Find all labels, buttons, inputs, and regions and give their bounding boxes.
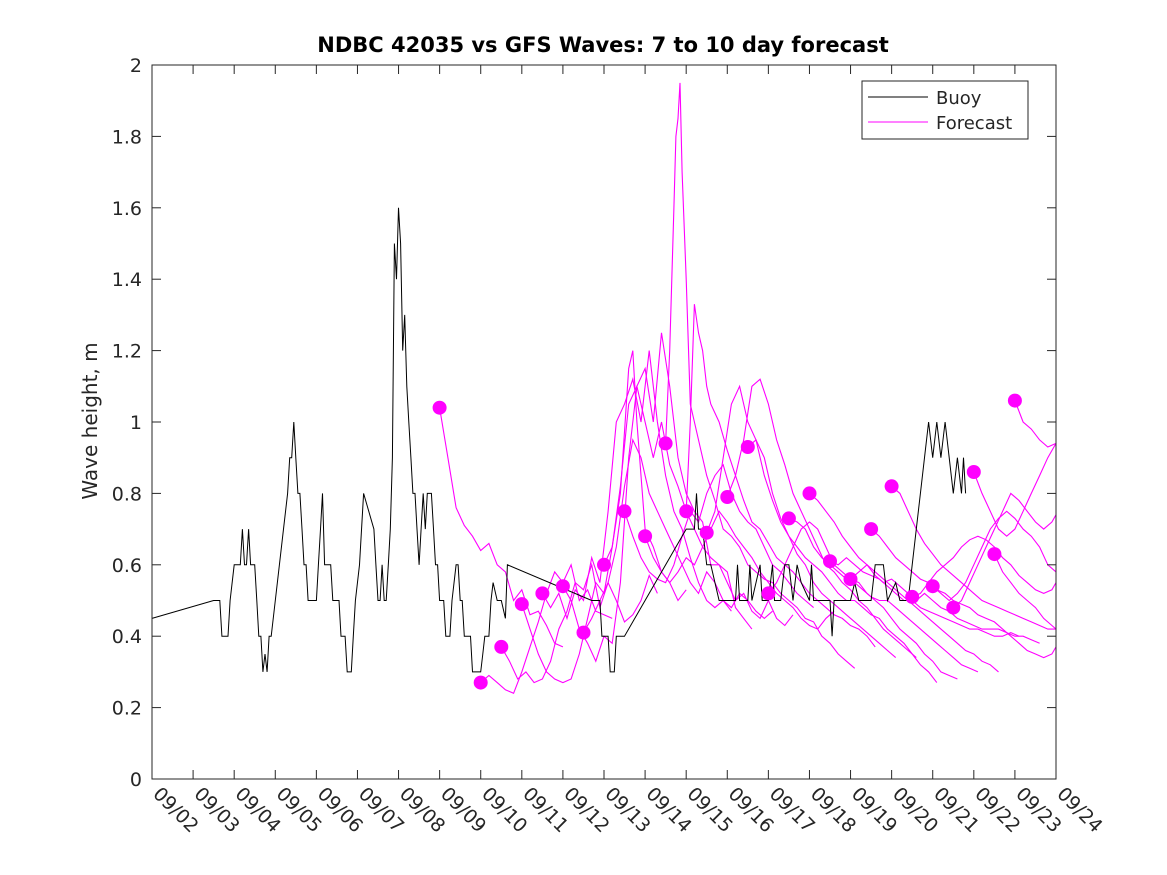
y-tick-label: 1	[130, 412, 142, 434]
forecast-start-point	[843, 572, 858, 587]
y-tick-label: 1.6	[112, 198, 142, 220]
forecast-start-point	[987, 547, 1002, 562]
forecast-series-line	[891, 485, 1056, 630]
forecast-start-point	[781, 511, 796, 526]
forecast-start-point	[679, 504, 694, 519]
y-tick-label: 0	[130, 769, 142, 791]
forecast-series-line	[973, 443, 1057, 537]
plot-area	[152, 65, 1056, 779]
legend-box	[861, 80, 1029, 140]
forecast-series-line	[665, 82, 856, 669]
forecast-start-point	[823, 554, 837, 569]
forecast-start-point	[432, 400, 447, 415]
y-tick-label: 0.2	[112, 698, 142, 720]
forecast-series-line	[500, 562, 658, 684]
forecast-series-line	[439, 407, 564, 648]
forecast-series-line	[952, 492, 1057, 609]
forecast-start-point	[514, 597, 529, 612]
forecast-series-line	[706, 384, 897, 659]
y-tick-label: 0.6	[112, 555, 142, 577]
forecast-start-point	[720, 490, 735, 504]
forecast-series-line	[993, 553, 1057, 630]
y-tick-label: 0.8	[112, 483, 142, 505]
y-axis: 0 0.2 0.4 0.6 0.8 1 1.2 1.4 1.6 1.8 2	[112, 55, 1056, 791]
forecast-series-line	[726, 378, 917, 659]
chart-title: NDBC 42035 vs GFS Waves: 7 to 10 day for…	[317, 33, 888, 57]
forecast-lines	[439, 82, 1057, 695]
forecast-series-line	[788, 517, 979, 673]
forecast-start-point	[473, 675, 488, 690]
forecast-start-point	[597, 557, 611, 572]
forecast-start-point	[884, 479, 899, 494]
forecast-start-point	[864, 522, 879, 537]
forecast-start-point	[946, 600, 961, 615]
forecast-start-point	[535, 586, 550, 601]
forecast-series-line	[583, 438, 773, 633]
forecast-start-point	[1007, 393, 1022, 408]
forecast-start-point	[966, 465, 981, 479]
forecast-series-line	[747, 439, 938, 683]
legend: Buoy Forecast	[861, 80, 1029, 140]
forecast-start-point	[494, 639, 509, 654]
forecast-series-line	[603, 384, 794, 627]
forecast-series-line	[911, 535, 1057, 598]
forecast-series-line	[1014, 400, 1057, 448]
forecast-series-line	[541, 350, 732, 621]
y-axis-label: Wave height, m	[78, 342, 102, 499]
y-tick-label: 1.2	[112, 341, 142, 363]
legend-forecast-label: Forecast	[936, 113, 1012, 134]
buoy-series-line	[151, 207, 967, 673]
forecast-start-point	[555, 579, 570, 594]
forecast-series-line	[685, 304, 876, 648]
forecast-markers	[432, 393, 1022, 690]
forecast-start-point	[905, 589, 920, 604]
forecast-start-point	[761, 586, 776, 601]
y-tick-label: 1.4	[112, 269, 142, 291]
buoy-line-group	[151, 207, 967, 673]
forecast-start-point	[617, 504, 632, 519]
forecast-start-point	[576, 625, 591, 640]
forecast-start-point	[925, 579, 940, 594]
forecast-series-line	[870, 528, 1057, 659]
forecast-series-line	[644, 510, 835, 630]
forecast-series-line	[767, 521, 958, 680]
legend-buoy-label: Buoy	[936, 88, 982, 109]
y-tick-label: 0.4	[112, 626, 142, 648]
y-tick-label: 1.8	[112, 126, 142, 148]
forecast-start-point	[658, 436, 673, 451]
forecast-start-point	[638, 529, 653, 544]
forecast-series-line	[562, 332, 753, 663]
forecast-start-point	[802, 486, 817, 501]
forecast-series-line	[829, 556, 1020, 637]
forecast-series-line	[623, 463, 814, 609]
forecast-series-line	[932, 510, 1057, 602]
y-tick-label: 2	[130, 55, 142, 77]
forecast-series-line	[809, 492, 999, 673]
forecast-start-point	[699, 525, 714, 540]
forecast-start-point	[740, 440, 755, 454]
